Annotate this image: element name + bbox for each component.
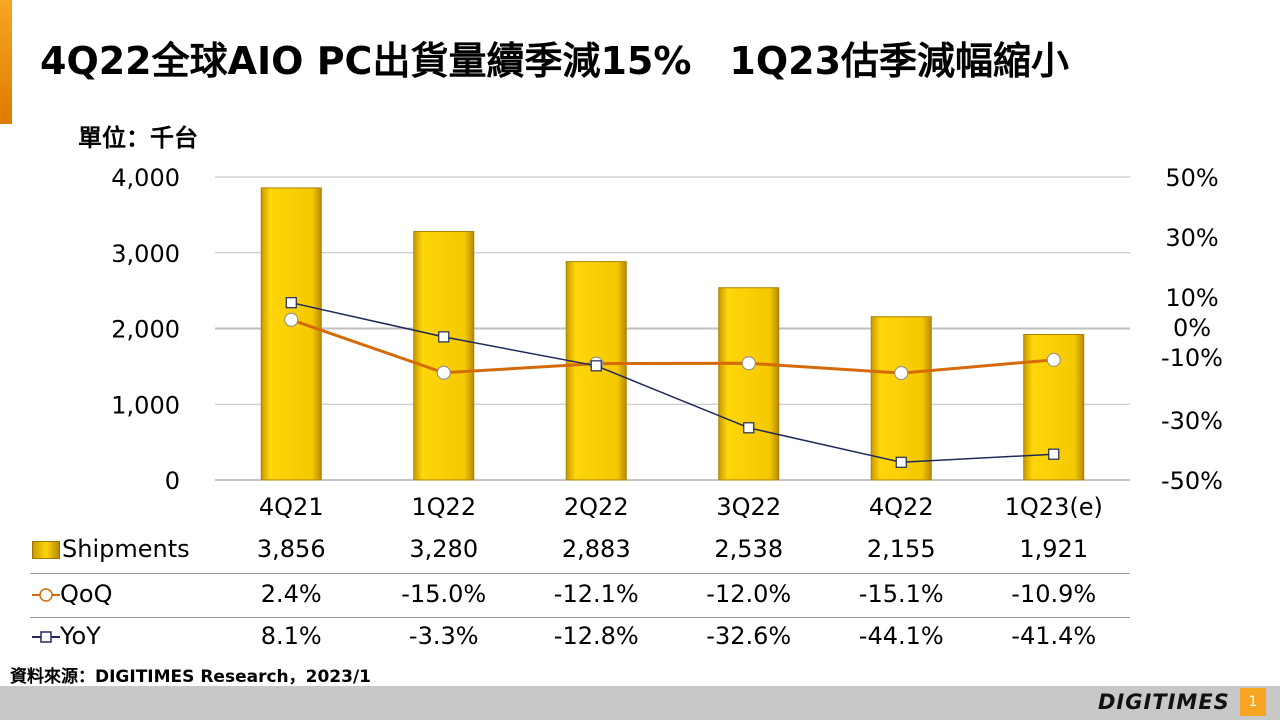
square-marker-icon bbox=[32, 631, 60, 643]
shipments-bar bbox=[413, 231, 475, 481]
legend-label-qoq: QoQ bbox=[60, 580, 113, 608]
table-cell: 3,856 bbox=[256, 535, 326, 563]
accent-bar bbox=[0, 0, 12, 124]
yoy-point bbox=[438, 331, 450, 343]
table-cell: -15.0% bbox=[401, 580, 487, 608]
shipments-bar bbox=[260, 187, 322, 481]
table-cell: -15.1% bbox=[858, 580, 944, 608]
right-axis-tick: -50% bbox=[1161, 467, 1223, 495]
qoq-point bbox=[1046, 352, 1061, 367]
table-cell: -3.3% bbox=[408, 622, 479, 650]
yoy-point bbox=[1048, 448, 1060, 460]
right-axis-tick: 30% bbox=[1165, 224, 1218, 252]
right-axis-tick: 50% bbox=[1165, 164, 1218, 192]
table-cell: 2,538 bbox=[714, 535, 784, 563]
table-cell: 2.4% bbox=[260, 580, 322, 608]
table-cell: -44.1% bbox=[858, 622, 944, 650]
page-title: 4Q22全球AIO PC出貨量續季減15% 1Q23估季減幅縮小 bbox=[40, 39, 1070, 83]
yoy-point bbox=[743, 422, 755, 434]
table-cell: -12.0% bbox=[706, 580, 792, 608]
yoy-point bbox=[590, 360, 602, 372]
combo-chart: 4,000 3,000 2,000 1,000 0 50% 30% 10%0%-10% -30… bbox=[111, 164, 1223, 521]
category-label: 3Q22 bbox=[716, 493, 781, 521]
legend-label-yoy: YoY bbox=[60, 622, 101, 650]
table-cell: -12.8% bbox=[553, 622, 639, 650]
data-table: Shipments QoQ YoY 3,856 3,280 2,883 2,538 2,… bbox=[30, 535, 1130, 650]
table-cell: 2,883 bbox=[561, 535, 631, 563]
yoy-point bbox=[285, 297, 297, 309]
left-axis-tick: 4,000 bbox=[111, 164, 180, 192]
page-number: 1 bbox=[1240, 688, 1266, 716]
right-axis-tick: -10% bbox=[1161, 344, 1223, 372]
table-cell: 8.1% bbox=[260, 622, 322, 650]
digitimes-logo: DIGITIMES bbox=[1098, 690, 1230, 714]
left-axis-tick: 0 bbox=[165, 467, 180, 495]
category-label: 4Q22 bbox=[869, 493, 934, 521]
qoq-point bbox=[741, 356, 756, 371]
table-cell: -10.9% bbox=[1011, 580, 1097, 608]
unit-label: 單位：千台 bbox=[78, 124, 198, 152]
source-note: 資料來源：DIGITIMES Research，2023/1 bbox=[10, 667, 371, 687]
table-cell: -12.1% bbox=[553, 580, 639, 608]
qoq-point bbox=[894, 366, 909, 381]
yoy-point bbox=[895, 456, 907, 468]
footer-bar bbox=[0, 686, 1280, 720]
qoq-point bbox=[436, 365, 451, 380]
qoq-line bbox=[290, 318, 1054, 375]
table-cell: -41.4% bbox=[1011, 622, 1097, 650]
legend-label-shipments: Shipments bbox=[62, 535, 190, 563]
right-axis-tick: 0% bbox=[1173, 314, 1211, 342]
legend-qoq: QoQ bbox=[32, 580, 112, 608]
table-divider bbox=[30, 617, 1130, 618]
shipments-bar bbox=[718, 287, 780, 481]
bar-swatch-icon bbox=[32, 541, 60, 559]
right-axis-tick: -30% bbox=[1161, 407, 1223, 435]
yoy-line bbox=[291, 301, 1054, 464]
left-axis-tick: 1,000 bbox=[111, 391, 180, 419]
circle-marker-icon bbox=[32, 588, 60, 602]
shipments-bar bbox=[870, 316, 932, 481]
category-label: 1Q22 bbox=[411, 493, 476, 521]
category-label: 2Q22 bbox=[564, 493, 629, 521]
category-label: 1Q23(e) bbox=[1005, 493, 1103, 521]
legend-yoy: YoY bbox=[32, 622, 101, 650]
table-cell: 2,155 bbox=[866, 535, 936, 563]
left-axis-tick: 3,000 bbox=[111, 240, 180, 268]
left-axis-tick: 2,000 bbox=[111, 316, 180, 344]
category-label: 4Q21 bbox=[259, 493, 324, 521]
table-cell: 1,921 bbox=[1019, 535, 1089, 563]
table-divider bbox=[30, 573, 1130, 574]
table-cell: -32.6% bbox=[706, 622, 792, 650]
legend-shipments: Shipments bbox=[32, 535, 190, 563]
right-axis-tick: 10% bbox=[1165, 284, 1218, 312]
qoq-point bbox=[284, 312, 299, 327]
table-cell: 3,280 bbox=[409, 535, 479, 563]
